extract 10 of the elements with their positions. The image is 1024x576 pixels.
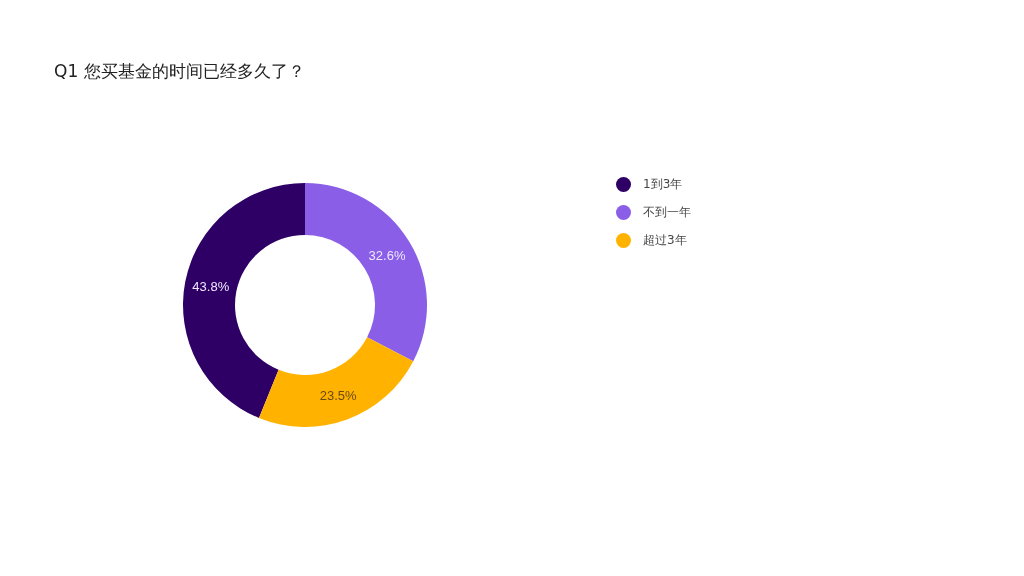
data-label: 23.5% — [319, 387, 357, 403]
legend-label: 1到3年 — [643, 175, 683, 193]
donut-slice — [183, 183, 305, 418]
chart-title: Q1 您买基金的时间已经多久了？ — [54, 60, 305, 83]
data-label: 32.6% — [368, 247, 406, 263]
donut-slice — [305, 183, 427, 362]
legend-label: 超过3年 — [643, 231, 687, 249]
data-label: 43.8% — [192, 279, 230, 295]
donut-slice — [258, 337, 414, 427]
legend-label: 不到一年 — [643, 203, 691, 221]
